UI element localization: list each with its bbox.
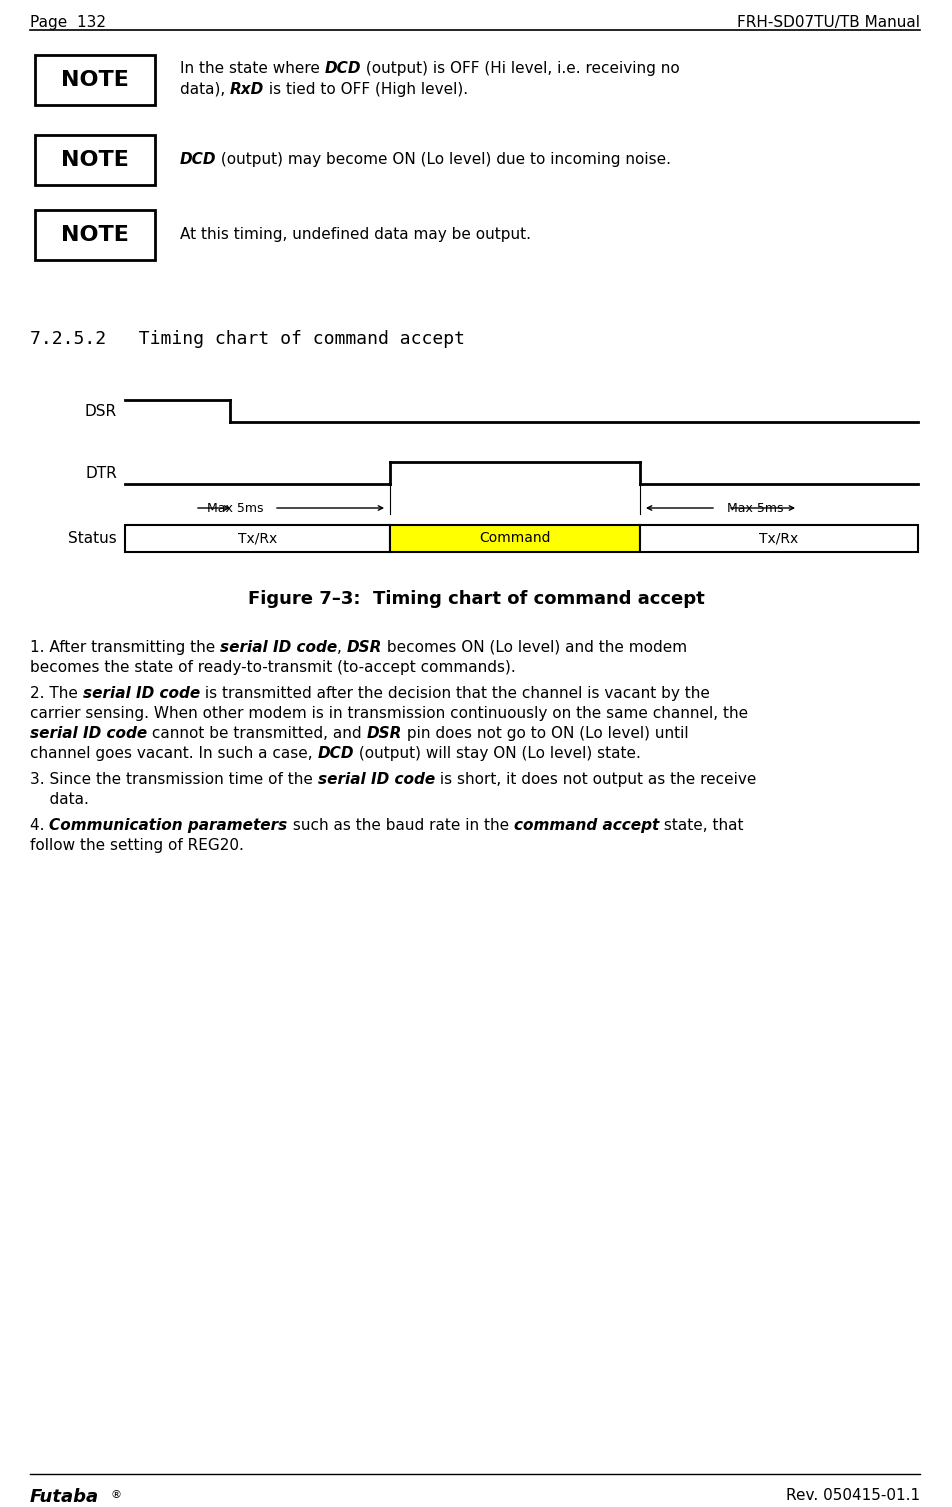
Text: 2. The: 2. The: [30, 686, 83, 701]
Text: cannot be transmitted, and: cannot be transmitted, and: [148, 726, 367, 741]
Bar: [35, 209, 155, 261]
Text: At this timing, undefined data may be output.: At this timing, undefined data may be ou…: [180, 228, 531, 243]
Text: (output) is OFF (Hi level, i.e. receiving no: (output) is OFF (Hi level, i.e. receivin…: [361, 60, 680, 75]
Text: Rev. 050415-01.1: Rev. 050415-01.1: [785, 1487, 920, 1502]
Text: NOTE: NOTE: [61, 225, 129, 246]
Text: Command: Command: [479, 532, 551, 546]
Text: serial ID code: serial ID code: [318, 772, 435, 787]
Text: DCD: DCD: [180, 152, 216, 167]
Bar: [35, 136, 155, 185]
Text: data),: data),: [180, 81, 230, 96]
Text: 7.2.5.2   Timing chart of command accept: 7.2.5.2 Timing chart of command accept: [30, 330, 465, 348]
Text: carrier sensing. When other modem is in transmission continuously on the same ch: carrier sensing. When other modem is in …: [30, 705, 748, 720]
Text: serial ID code: serial ID code: [220, 640, 337, 656]
Bar: [390, 524, 640, 552]
Text: Communication parameters: Communication parameters: [50, 818, 288, 833]
Text: 3. Since the transmission time of the: 3. Since the transmission time of the: [30, 772, 318, 787]
Text: DSR: DSR: [347, 640, 383, 656]
Bar: [35, 54, 155, 105]
Text: Page  132: Page 132: [30, 15, 106, 30]
Text: becomes ON (Lo level) and the modem: becomes ON (Lo level) and the modem: [383, 640, 687, 656]
Text: RxD: RxD: [230, 81, 265, 96]
Text: ,: ,: [337, 640, 347, 656]
Text: ®: ®: [110, 1490, 121, 1499]
Text: Max 5ms: Max 5ms: [207, 502, 264, 514]
Text: Futaba: Futaba: [30, 1487, 99, 1505]
Text: Tx/Rx: Tx/Rx: [760, 532, 799, 546]
Text: DCD: DCD: [325, 60, 361, 75]
Text: pin does not go to ON (Lo level) until: pin does not go to ON (Lo level) until: [402, 726, 688, 741]
Text: state, that: state, that: [659, 818, 744, 833]
Text: channel goes vacant. In such a case,: channel goes vacant. In such a case,: [30, 746, 318, 761]
Text: 1. After transmitting the: 1. After transmitting the: [30, 640, 220, 656]
Text: is transmitted after the decision that the channel is vacant by the: is transmitted after the decision that t…: [200, 686, 710, 701]
Text: DSR: DSR: [367, 726, 402, 741]
Text: Max 5ms: Max 5ms: [726, 502, 783, 514]
Text: data.: data.: [30, 793, 89, 808]
Text: NOTE: NOTE: [61, 151, 129, 170]
Text: is short, it does not output as the receive: is short, it does not output as the rece…: [435, 772, 757, 787]
Text: follow the setting of REG20.: follow the setting of REG20.: [30, 838, 244, 853]
Text: FRH-SD07TU/TB Manual: FRH-SD07TU/TB Manual: [737, 15, 920, 30]
Text: DSR: DSR: [85, 404, 117, 419]
Text: In the state where: In the state where: [180, 60, 325, 75]
Bar: [640, 524, 918, 552]
Text: Tx/Rx: Tx/Rx: [238, 532, 277, 546]
Text: Status: Status: [69, 530, 117, 546]
Text: (output) will stay ON (Lo level) state.: (output) will stay ON (Lo level) state.: [354, 746, 641, 761]
Text: DTR: DTR: [86, 466, 117, 481]
Text: is tied to OFF (High level).: is tied to OFF (High level).: [265, 81, 468, 96]
Text: NOTE: NOTE: [61, 69, 129, 90]
Text: serial ID code: serial ID code: [83, 686, 200, 701]
Text: serial ID code: serial ID code: [30, 726, 148, 741]
Text: DCD: DCD: [318, 746, 354, 761]
Text: command accept: command accept: [514, 818, 659, 833]
Text: becomes the state of ready-to-transmit (to-accept commands).: becomes the state of ready-to-transmit (…: [30, 660, 516, 675]
Text: 4.: 4.: [30, 818, 50, 833]
Bar: [125, 524, 390, 552]
Text: (output) may become ON (Lo level) due to incoming noise.: (output) may become ON (Lo level) due to…: [216, 152, 671, 167]
Text: Figure 7–3:  Timing chart of command accept: Figure 7–3: Timing chart of command acce…: [248, 591, 704, 607]
Text: such as the baud rate in the: such as the baud rate in the: [288, 818, 514, 833]
